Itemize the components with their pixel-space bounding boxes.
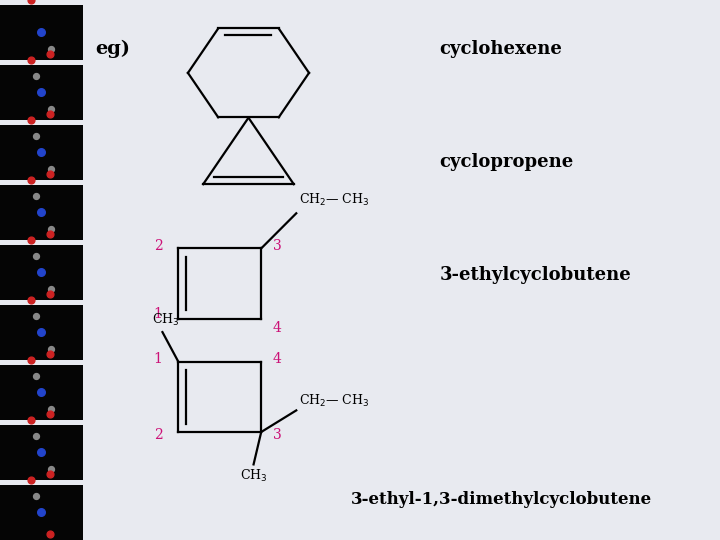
Point [45,465,57,474]
Bar [0,365,83,420]
Point [45,105,57,113]
Point [45,225,57,233]
Point [44,50,55,58]
Point [36,28,48,37]
Point [26,296,37,305]
Point [45,165,57,173]
Point [36,448,48,457]
Point [36,88,48,97]
Text: 3-ethylcyclobutene: 3-ethylcyclobutene [440,266,631,285]
Point [31,311,42,320]
Point [45,45,57,53]
Point [26,116,37,124]
Text: eg): eg) [96,39,130,58]
Text: cyclohexene: cyclohexene [440,39,562,58]
Point [26,176,37,184]
Text: CH$_2$— CH$_3$: CH$_2$— CH$_3$ [300,192,370,208]
Bar [0,5,83,60]
Text: CH$_2$— CH$_3$: CH$_2$— CH$_3$ [300,393,370,409]
Point [31,431,42,440]
Point [26,476,37,484]
Point [36,208,48,217]
Point [45,405,57,414]
Point [31,251,42,260]
Point [26,235,37,244]
Point [44,230,55,238]
Bar [0,125,83,180]
Bar [0,185,83,240]
Bar [0,425,83,480]
Point [36,388,48,397]
Point [31,131,42,140]
Text: 1: 1 [153,307,163,321]
Bar [0,485,83,540]
Text: cyclopropene: cyclopropene [440,153,574,171]
Text: 3: 3 [273,428,282,442]
Point [44,530,55,538]
Text: 3-ethyl-1,3-dimethylcyclobutene: 3-ethyl-1,3-dimethylcyclobutene [351,491,652,508]
Point [31,191,42,200]
Bar [0,245,83,300]
Point [31,71,42,80]
Bar [0,305,83,360]
Point [44,170,55,178]
Point [26,0,37,4]
Point [44,110,55,118]
Bar [0,65,83,120]
Point [31,372,42,380]
Text: CH$_3$: CH$_3$ [152,312,179,328]
Point [26,356,37,364]
Text: 4: 4 [273,321,282,335]
Point [45,285,57,294]
Point [36,268,48,276]
Point [36,148,48,157]
Text: 3: 3 [273,239,282,253]
Point [26,56,37,64]
Point [45,345,57,354]
Point [36,328,48,337]
Text: CH$_3$: CH$_3$ [240,468,267,484]
Point [44,410,55,418]
Text: 2: 2 [153,428,163,442]
Point [44,289,55,298]
Point [36,508,48,517]
Text: 1: 1 [153,352,163,366]
Point [44,350,55,359]
Text: 2: 2 [153,239,163,253]
Point [44,470,55,478]
Point [26,416,37,424]
Text: 4: 4 [273,352,282,366]
Point [31,491,42,500]
